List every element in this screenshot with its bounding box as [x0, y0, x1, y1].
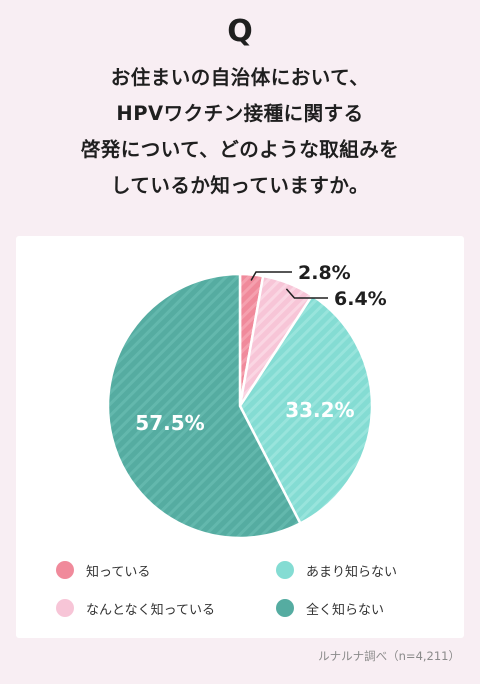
label-nantonaku: 6.4%	[334, 288, 387, 310]
question-line: お住まいの自治体において、	[110, 66, 370, 89]
legend-item-shitteiru: 知っている	[56, 560, 150, 580]
legend: 知っている なんとなく知っている あまり知らない 全く知らない	[56, 560, 456, 630]
leader-line	[285, 288, 328, 299]
label-shitteiru: 2.8%	[298, 262, 351, 284]
legend-swatch	[276, 599, 294, 617]
legend-item-amari: あまり知らない	[276, 560, 397, 580]
legend-item-nantonaku: なんとなく知っている	[56, 598, 215, 618]
pie-chart: 2.8% 6.4% 33.2% 57.5%	[106, 262, 387, 540]
question-line: 啓発について、どのような取組みを	[80, 138, 400, 161]
slice-amari	[238, 294, 374, 525]
question-text: お住まいの自治体において、 HPVワクチン接種に関する 啓発について、どのような…	[0, 60, 480, 204]
legend-swatch	[276, 561, 294, 579]
legend-swatch	[56, 599, 74, 617]
legend-label: あまり知らない	[306, 564, 398, 580]
leader-line	[250, 271, 292, 281]
label-amari: 33.2%	[285, 398, 354, 422]
label-mattaku: 57.5%	[135, 411, 204, 435]
legend-item-mattaku: 全く知らない	[276, 598, 384, 618]
question-line: HPVワクチン接種に関する	[116, 102, 364, 125]
q-mark: Q	[227, 14, 253, 49]
question-line: しているか知っていますか。	[110, 174, 370, 197]
legend-swatch	[56, 561, 74, 579]
legend-label: なんとなく知っている	[86, 602, 215, 618]
slice-mattaku	[106, 272, 302, 540]
legend-label: 全く知らない	[306, 602, 385, 618]
chart-card: 2.8% 6.4% 33.2% 57.5% 知っている なんとなく知っている あまり知…	[16, 236, 464, 638]
legend-label: 知っている	[86, 564, 151, 580]
source-note: ルナルナ調べ（n=4,211）	[318, 649, 460, 663]
